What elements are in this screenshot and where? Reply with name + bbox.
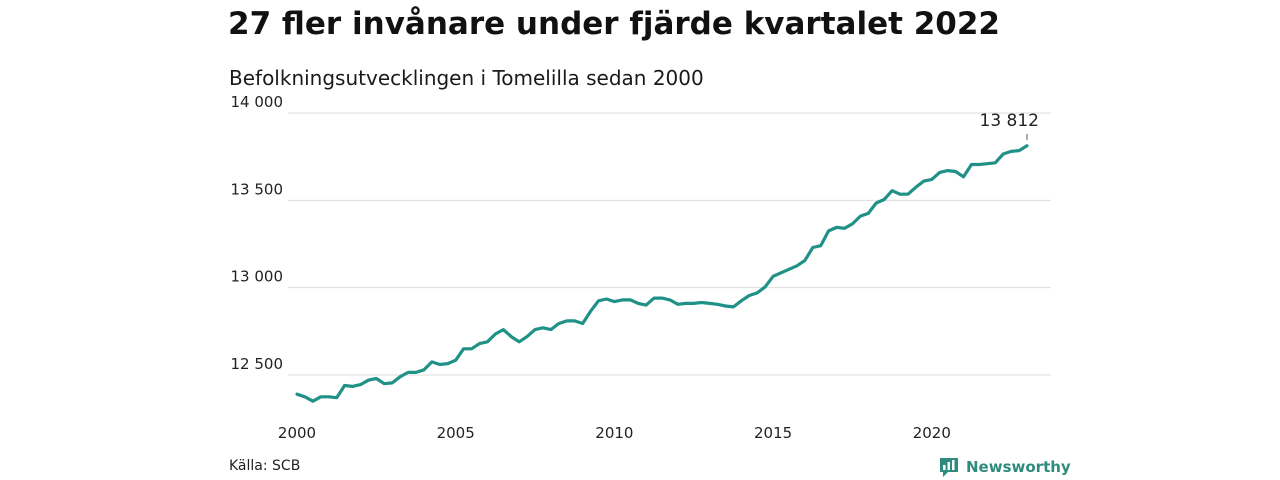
x-tick-label: 2020 [913, 424, 951, 442]
x-tick-label: 2010 [595, 424, 633, 442]
y-tick-label: 13 500 [231, 180, 284, 198]
y-tick-label: 14 000 [231, 93, 284, 111]
chart-title: 27 fler invånare under fjärde kvartalet … [228, 6, 1001, 42]
y-tick-label: 13 000 [231, 268, 284, 286]
brand-logo: Newsworthy [938, 456, 1071, 478]
x-tick-label: 2005 [437, 424, 475, 442]
x-tick-label: 2000 [278, 424, 316, 442]
source-note: Källa: SCB [229, 458, 301, 474]
brand-label: Newsworthy [966, 458, 1071, 476]
bar-chart-logo-icon [940, 458, 958, 477]
last-value-label: 13 812 [980, 111, 1039, 131]
x-tick-label: 2015 [754, 424, 792, 442]
series-line [295, 144, 1029, 403]
y-tick-label: 12 500 [231, 355, 284, 373]
chart-subtitle: Befolkningsutvecklingen i Tomelilla seda… [229, 66, 704, 90]
